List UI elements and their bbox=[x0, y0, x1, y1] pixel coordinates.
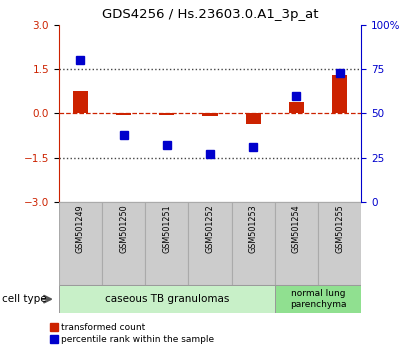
Bar bbox=[289, 102, 304, 113]
Bar bbox=[59, 285, 275, 313]
Bar bbox=[73, 91, 88, 113]
Text: GSM501254: GSM501254 bbox=[292, 204, 301, 253]
Bar bbox=[318, 202, 361, 285]
Bar bbox=[275, 202, 318, 285]
Title: GDS4256 / Hs.23603.0.A1_3p_at: GDS4256 / Hs.23603.0.A1_3p_at bbox=[102, 8, 318, 21]
Text: GSM501250: GSM501250 bbox=[119, 204, 128, 253]
Bar bbox=[246, 113, 261, 125]
Text: caseous TB granulomas: caseous TB granulomas bbox=[105, 294, 229, 304]
Text: GSM501251: GSM501251 bbox=[162, 204, 171, 253]
Bar bbox=[159, 113, 174, 115]
Text: GSM501253: GSM501253 bbox=[249, 204, 258, 253]
Bar bbox=[189, 202, 231, 285]
Bar bbox=[275, 285, 361, 313]
Text: normal lung
parenchyma: normal lung parenchyma bbox=[290, 290, 346, 309]
Text: cell type: cell type bbox=[2, 294, 47, 304]
Bar bbox=[116, 113, 131, 115]
Text: GSM501255: GSM501255 bbox=[335, 204, 344, 253]
Bar bbox=[145, 202, 189, 285]
Text: GSM501252: GSM501252 bbox=[205, 204, 215, 253]
Bar bbox=[102, 202, 145, 285]
Bar bbox=[231, 202, 275, 285]
Bar bbox=[202, 113, 218, 116]
Legend: transformed count, percentile rank within the sample: transformed count, percentile rank withi… bbox=[47, 320, 218, 348]
Text: GSM501249: GSM501249 bbox=[76, 204, 85, 253]
Bar bbox=[332, 75, 347, 113]
Bar bbox=[59, 202, 102, 285]
